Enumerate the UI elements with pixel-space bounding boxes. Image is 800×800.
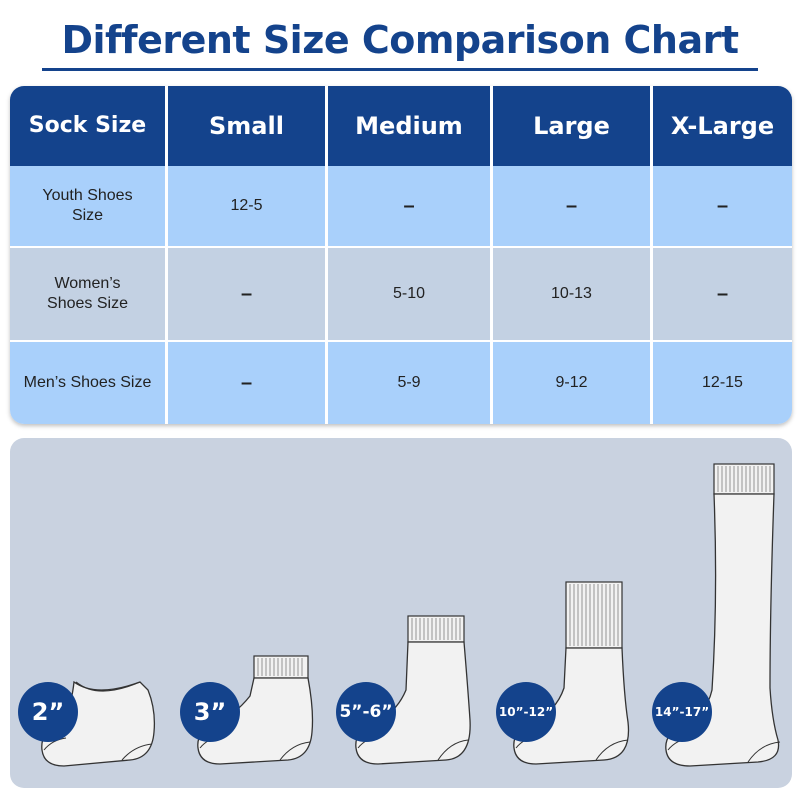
table-cell: – (328, 166, 493, 246)
length-badge-3in: 3” (180, 682, 240, 742)
table-cell: – (716, 283, 729, 305)
page-title: Different Size Comparison Chart (61, 18, 739, 62)
table-cell: – (716, 195, 729, 217)
header-small: Small (168, 86, 328, 166)
table-cell: – (168, 248, 328, 340)
header-large: Large (493, 86, 653, 166)
row-label-women: Women’s Shoes Size (10, 248, 168, 340)
row-label-men: Men’s Shoes Size (10, 342, 168, 424)
row-label-text: Women’s Shoes Size (47, 275, 128, 312)
knee-high-sock-icon (665, 463, 781, 767)
table-cell: 12-15 (702, 374, 743, 391)
table-header-row: Sock Size Small Medium Large X-Large (10, 86, 792, 166)
length-badge-5-6in: 5”-6” (336, 682, 396, 742)
row-divider (10, 340, 792, 342)
length-badge-14-17in: 14”-17” (652, 682, 712, 742)
header-x-large: X-Large (670, 112, 775, 140)
table-cell: 12-5 (168, 166, 328, 246)
crew-sock-icon (513, 581, 630, 765)
header-sock-size: Sock Size (10, 86, 168, 166)
row-label-youth: Youth Shoes Size (10, 166, 168, 246)
length-badge-2in: 2” (18, 682, 78, 742)
table-row: Women’s Shoes Size – 5-10 10-13 – (10, 248, 792, 340)
table-cell: 9-12 (493, 342, 653, 424)
table-row: Youth Shoes Size 12-5 – – – (10, 166, 792, 246)
length-badge-10-12in: 10”-12” (496, 682, 556, 742)
table-cell: 5-10 (328, 248, 493, 340)
table-cell: – (493, 166, 653, 246)
table-cell: – (168, 342, 328, 424)
table-cell: 5-9 (328, 342, 493, 424)
header-medium: Medium (328, 86, 493, 166)
size-table: Sock Size Small Medium Large X-Large You… (10, 86, 792, 424)
table-row: Men’s Shoes Size – 5-9 9-12 12-15 (10, 342, 792, 424)
title-underline (42, 68, 758, 71)
row-divider (10, 246, 792, 248)
row-label-text: Youth Shoes Size (42, 187, 133, 224)
no-show-sock-icon (41, 680, 156, 767)
table-cell: 10-13 (493, 248, 653, 340)
sock-length-panel: 2” 3” 5”-6” (10, 438, 792, 788)
